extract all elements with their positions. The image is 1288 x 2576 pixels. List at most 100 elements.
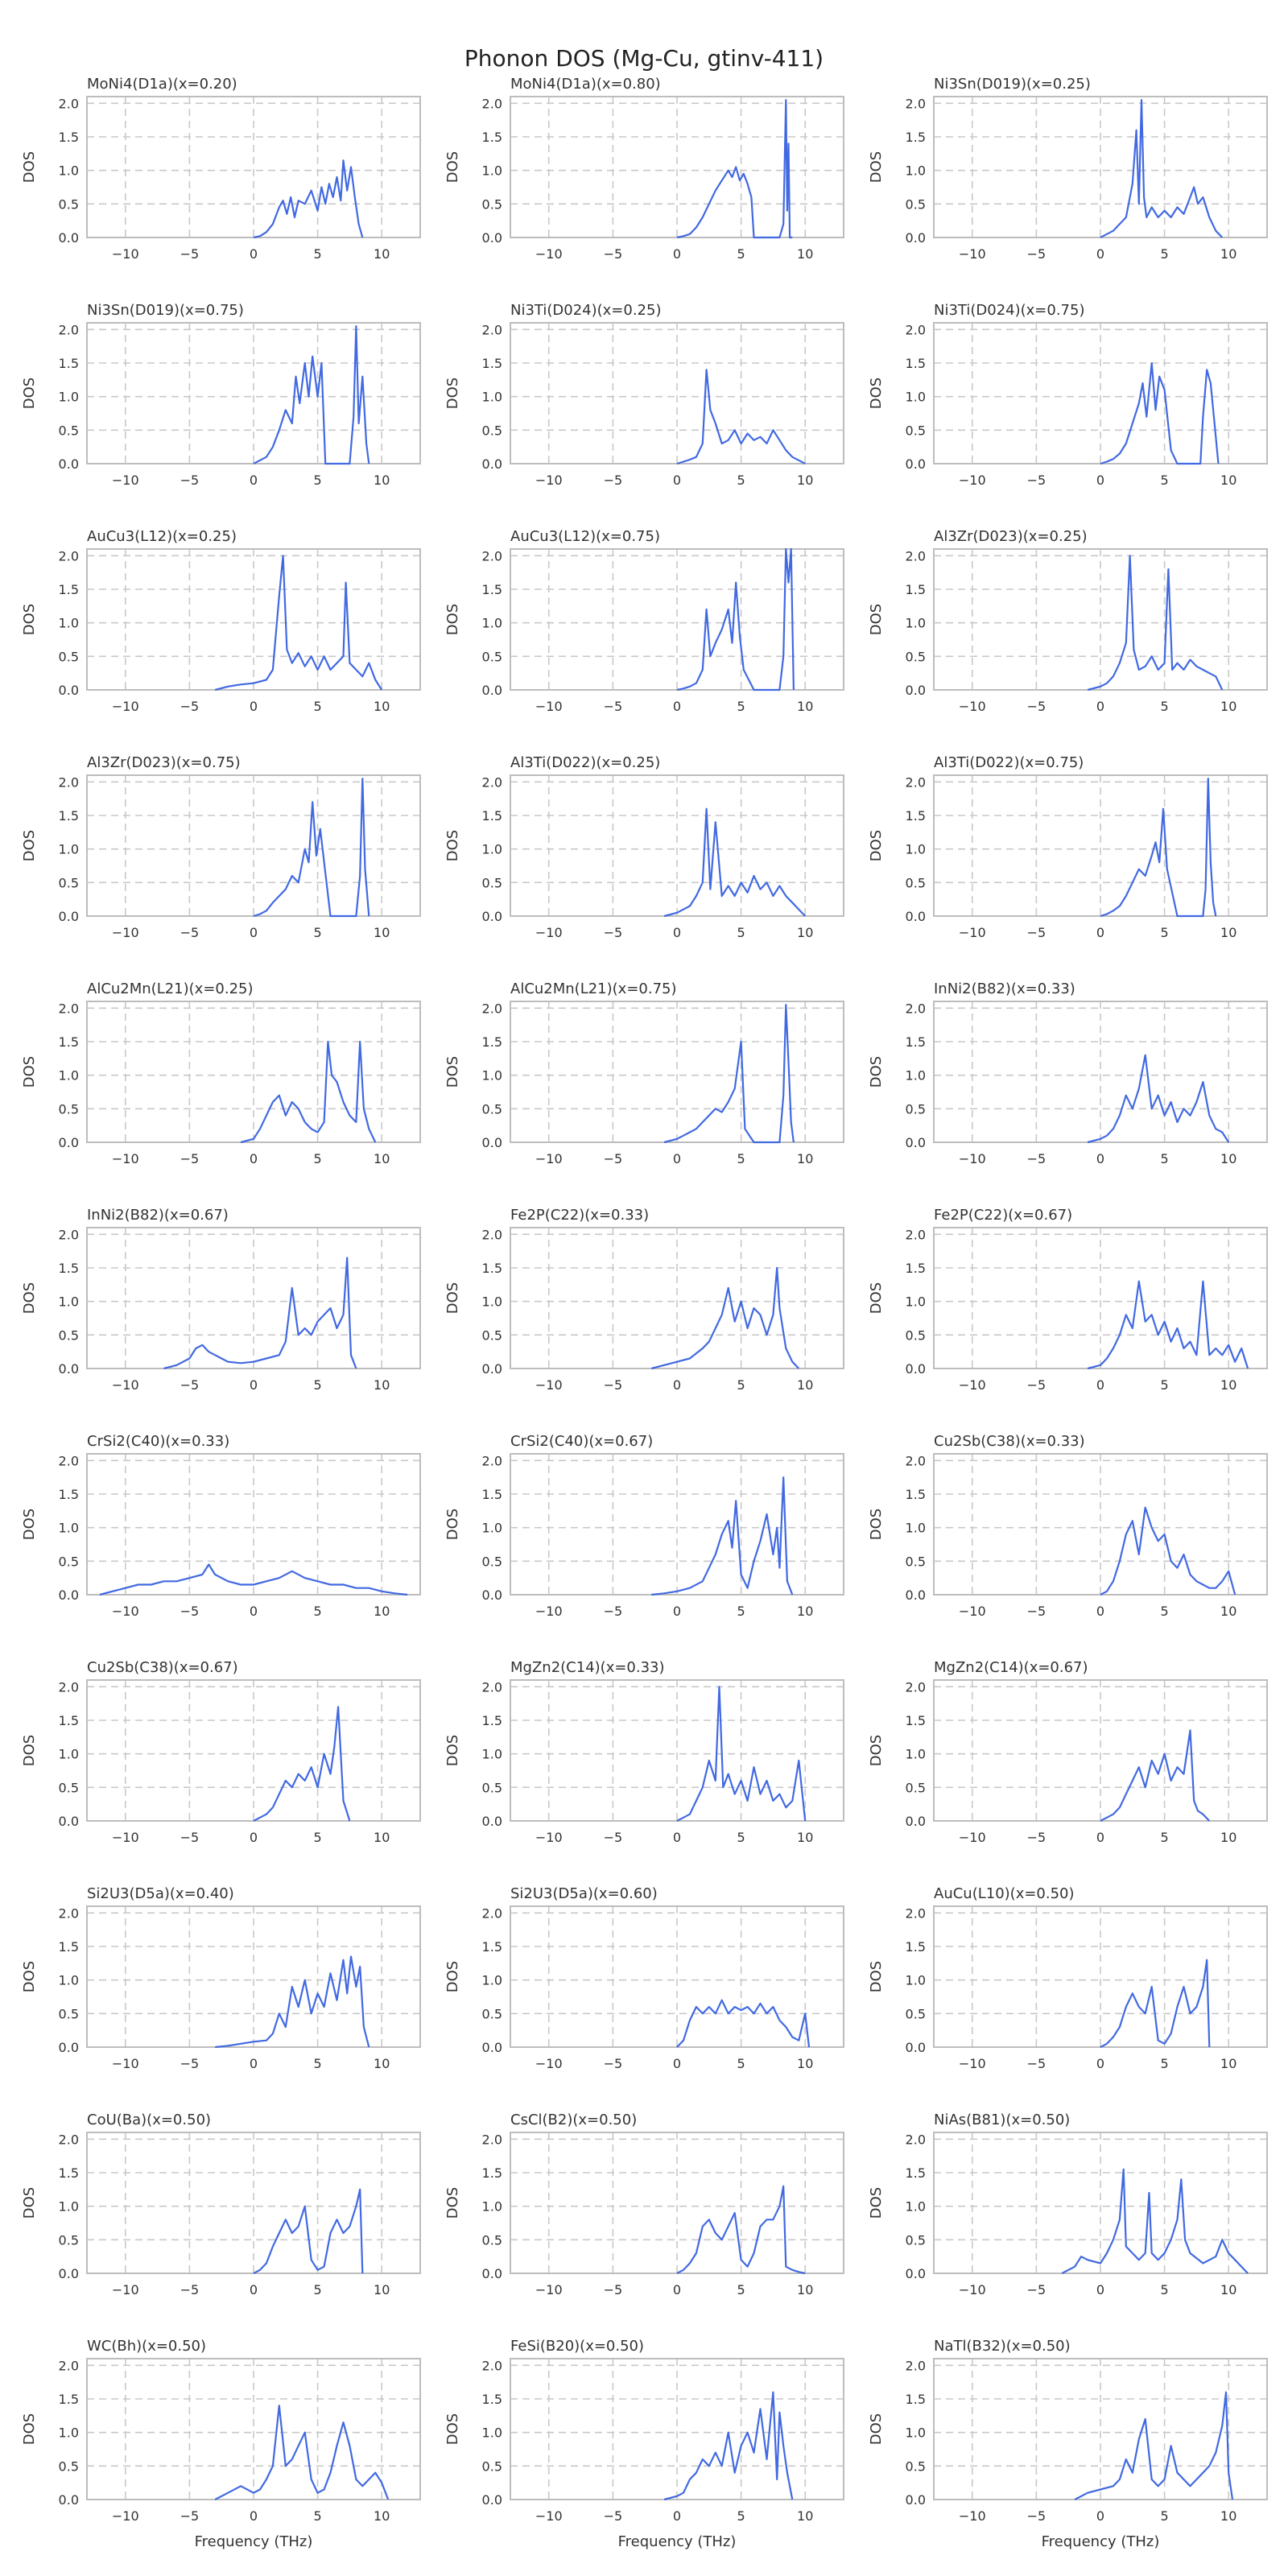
y-tick-label: 2.0 [906,1001,926,1016]
x-tick-label: −10 [535,2508,563,2524]
y-tick-label: 1.5 [482,1939,502,1955]
y-axis-label: DOS [21,830,38,861]
dos-line [676,547,795,691]
plot-frame [510,2358,844,2500]
y-tick-label: 1.0 [906,2425,926,2441]
x-tick-label: 5 [1161,925,1169,940]
y-tick-label: 0.0 [59,1587,79,1603]
y-tick-label: 2.0 [906,1905,926,1921]
dos-line [663,1004,795,1144]
y-tick-label: 0.0 [482,230,502,246]
plot-frame [510,1905,844,2048]
x-tick-label: −10 [959,2508,986,2524]
y-tick-label: 0.0 [906,456,926,472]
dos-line [253,1706,351,1822]
x-tick-label: 0 [250,1830,258,1845]
x-tick-label: −10 [535,473,563,488]
x-tick-label: 0 [250,1377,258,1393]
y-tick-label: 1.5 [482,356,502,371]
x-tick-label: 10 [374,699,390,714]
y-tick-label: 1.0 [59,163,79,179]
y-tick-label: 2.0 [482,2358,502,2373]
x-tick-label: 0 [673,2508,681,2524]
plot-frame [510,96,844,238]
subplot-13: −10 −5 0 5 10 0.0 0.5 1.0 1.5 2.0 AlCu2Mn(L21)(x=0… [21,980,421,1166]
x-tick-label: −5 [604,2056,623,2071]
y-tick-label: 2.0 [482,2132,502,2147]
y-axis-label: DOS [21,151,38,183]
x-tick-label: −10 [535,1151,563,1166]
y-tick-label: 0.5 [482,423,502,438]
y-tick-label: 0.5 [906,1554,926,1569]
y-tick-label: 0.5 [482,2232,502,2248]
y-tick-label: 2.0 [59,1227,79,1242]
subplot-27: −10 −5 0 5 10 0.0 0.5 1.0 1.5 2.0 AuCu(L10)(x=0.50… [868,1885,1268,2071]
y-tick-label: 1.5 [59,1261,79,1276]
y-axis-label: DOS [444,604,461,635]
x-tick-label: 0 [250,2056,258,2071]
dos-line [99,1563,408,1596]
y-tick-label: 0.0 [59,2492,79,2508]
subplot-title: AlCu2Mn(L21)(x=0.75) [510,980,677,997]
dos-line [240,1040,377,1144]
y-tick-label: 1.0 [59,1294,79,1310]
y-tick-label: 1.0 [906,616,926,631]
plot-frame [86,774,421,917]
y-tick-label: 1.0 [906,1973,926,1988]
y-tick-label: 0.0 [482,909,502,924]
plot-frame [86,2358,421,2500]
x-tick-label: −10 [959,246,986,262]
plot-frame [933,1001,1268,1143]
y-tick-label: 0.0 [906,2266,926,2281]
subplot-28: −10 −5 0 5 10 0.0 0.5 1.0 1.5 2.0 CoU(Ba)(x=0.50) D… [21,2112,421,2297]
x-tick-label: −5 [1027,2282,1046,2297]
y-tick-label: 0.5 [482,875,502,890]
subplot-title: Al3Zr(D023)(x=0.25) [934,528,1088,545]
subplot-33: −10 −5 0 5 10 0.0 0.5 1.0 1.5 2.0 NaTl(B32)(x=0.50… [868,2338,1268,2550]
plot-frame [510,322,844,464]
subplot-title: AuCu(L10)(x=0.50) [934,1885,1075,1902]
subplot-title: Ni3Ti(D024)(x=0.75) [934,302,1084,319]
y-tick-label: 0.0 [482,456,502,472]
subplot-title: AlCu2Mn(L21)(x=0.25) [87,980,254,997]
y-axis-label: DOS [868,1056,885,1088]
y-tick-label: 0.0 [59,683,79,698]
x-tick-label: 5 [737,2056,745,2071]
dos-line [676,2185,806,2275]
y-tick-label: 1.5 [906,808,926,824]
x-tick-label: 10 [797,473,813,488]
plot-frame [510,774,844,917]
subplot-11: −10 −5 0 5 10 0.0 0.5 1.0 1.5 2.0 Al3Ti(D022)(x=0.… [444,754,844,940]
y-tick-label: 0.5 [59,196,79,212]
dos-line [253,778,370,918]
x-tick-label: 10 [797,1830,813,1845]
y-axis-label: DOS [868,830,885,861]
x-tick-label: −5 [180,699,200,714]
dos-line [1074,2391,1234,2500]
x-tick-label: −5 [180,1377,200,1393]
y-tick-label: 1.5 [59,808,79,824]
y-tick-label: 1.0 [482,1521,502,1536]
x-tick-label: 0 [673,2056,681,2071]
y-tick-label: 2.0 [59,774,79,790]
y-tick-label: 2.0 [906,2358,926,2373]
x-tick-label: 5 [737,473,745,488]
y-tick-label: 1.0 [482,2425,502,2441]
subplot-26: −10 −5 0 5 10 0.0 0.5 1.0 1.5 2.0 Si2U3(D5a)(x=0.6… [444,1885,844,2071]
y-tick-label: 1.0 [482,1068,502,1084]
subplot-title: MoNi4(D1a)(x=0.20) [87,76,237,93]
subplot-title: MgZn2(C14)(x=0.33) [510,1659,665,1676]
x-tick-label: 5 [314,1604,322,1619]
x-tick-label: 5 [314,925,322,940]
y-tick-label: 0.0 [59,909,79,924]
y-tick-label: 1.0 [59,1068,79,1084]
x-tick-label: 0 [1096,1151,1104,1166]
plot-frame [510,1453,844,1596]
subplot-25: −10 −5 0 5 10 0.0 0.5 1.0 1.5 2.0 Si2U3(D5a)(x=0.4… [21,1885,421,2071]
y-tick-label: 0.0 [906,1814,926,1829]
x-tick-label: 0 [673,246,681,262]
x-tick-label: −5 [604,246,623,262]
dos-line [676,369,806,465]
subplot-19: −10 −5 0 5 10 0.0 0.5 1.0 1.5 2.0 CrSi2(C40)(x=0.3… [21,1433,421,1619]
x-tick-label: −5 [180,1604,200,1619]
